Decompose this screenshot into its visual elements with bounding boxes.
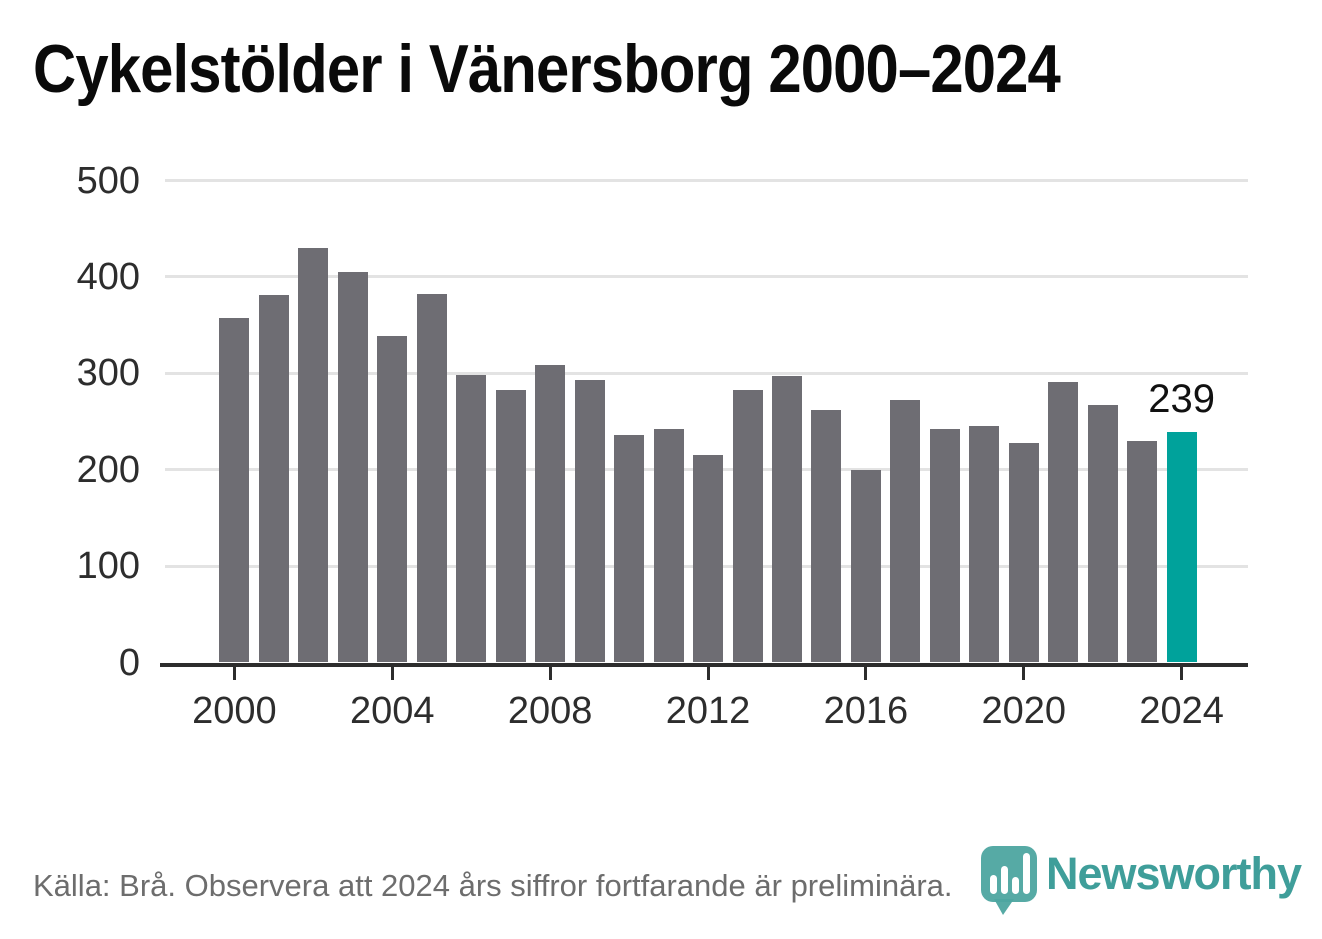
x-tick-2024 [1180, 666, 1184, 680]
bar-2017 [890, 400, 921, 663]
bar-2020 [1008, 442, 1039, 663]
newsworthy-wordmark: Newsworthy [1046, 848, 1302, 899]
bar-2024 [1166, 432, 1197, 663]
bar-2023 [1127, 440, 1158, 663]
bar-2004 [377, 335, 408, 663]
y-axis-label-100: 100 [76, 545, 140, 588]
bar-2014 [771, 376, 802, 663]
x-axis-label-2004: 2004 [349, 690, 435, 732]
x-tick-2016 [864, 666, 868, 680]
bar-2003 [337, 272, 368, 663]
bar-2009 [574, 380, 605, 663]
value-annotation: 239 [1148, 377, 1216, 422]
bar-2007 [495, 389, 526, 663]
x-axis-label-2000: 2000 [192, 690, 277, 732]
x-axis-label-2024: 2024 [1139, 690, 1224, 732]
bar-2016 [850, 469, 881, 663]
y-gridline-400 [165, 275, 1248, 279]
bar-2015 [811, 409, 842, 663]
bar-2010 [614, 434, 645, 663]
bar-2006 [456, 375, 487, 663]
bar-2002 [298, 247, 329, 663]
x-tick-2000 [232, 666, 236, 680]
bar-2005 [416, 294, 447, 663]
x-tick-2004 [390, 666, 394, 680]
y-axis-label-200: 200 [76, 448, 140, 491]
newsworthy-barchart-pin-icon [981, 846, 1037, 915]
bar-2012 [693, 455, 724, 663]
x-axis-label-2008: 2008 [507, 690, 593, 732]
bar-2000 [219, 318, 250, 663]
y-gridline-500 [165, 179, 1248, 182]
bar-2019 [969, 426, 1000, 663]
x-axis-label-2016: 2016 [823, 690, 909, 732]
y-axis-label-0: 0 [118, 641, 140, 684]
bar-2021 [1048, 381, 1079, 663]
chart-title: Cykelstölder i Vänersborg 2000–2024 [33, 31, 1061, 107]
x-axis-label-2012: 2012 [665, 690, 751, 732]
bar-2011 [653, 429, 684, 663]
x-tick-2020 [1022, 666, 1026, 680]
x-axis-line [160, 662, 1248, 667]
bar-2008 [535, 364, 566, 663]
x-tick-2008 [548, 666, 552, 680]
y-axis-label-500: 500 [76, 159, 140, 202]
bar-2022 [1087, 405, 1118, 663]
x-tick-2012 [706, 666, 710, 680]
y-gridline-300 [165, 371, 1248, 375]
y-axis-label-300: 300 [76, 352, 140, 395]
y-axis-label-400: 400 [76, 255, 140, 298]
bar-2018 [929, 429, 960, 663]
bar-2013 [732, 389, 763, 663]
bar-2001 [258, 295, 289, 663]
x-axis-label-2020: 2020 [981, 690, 1067, 732]
source-note: Källa: Brå. Observera att 2024 års siffr… [33, 868, 953, 903]
